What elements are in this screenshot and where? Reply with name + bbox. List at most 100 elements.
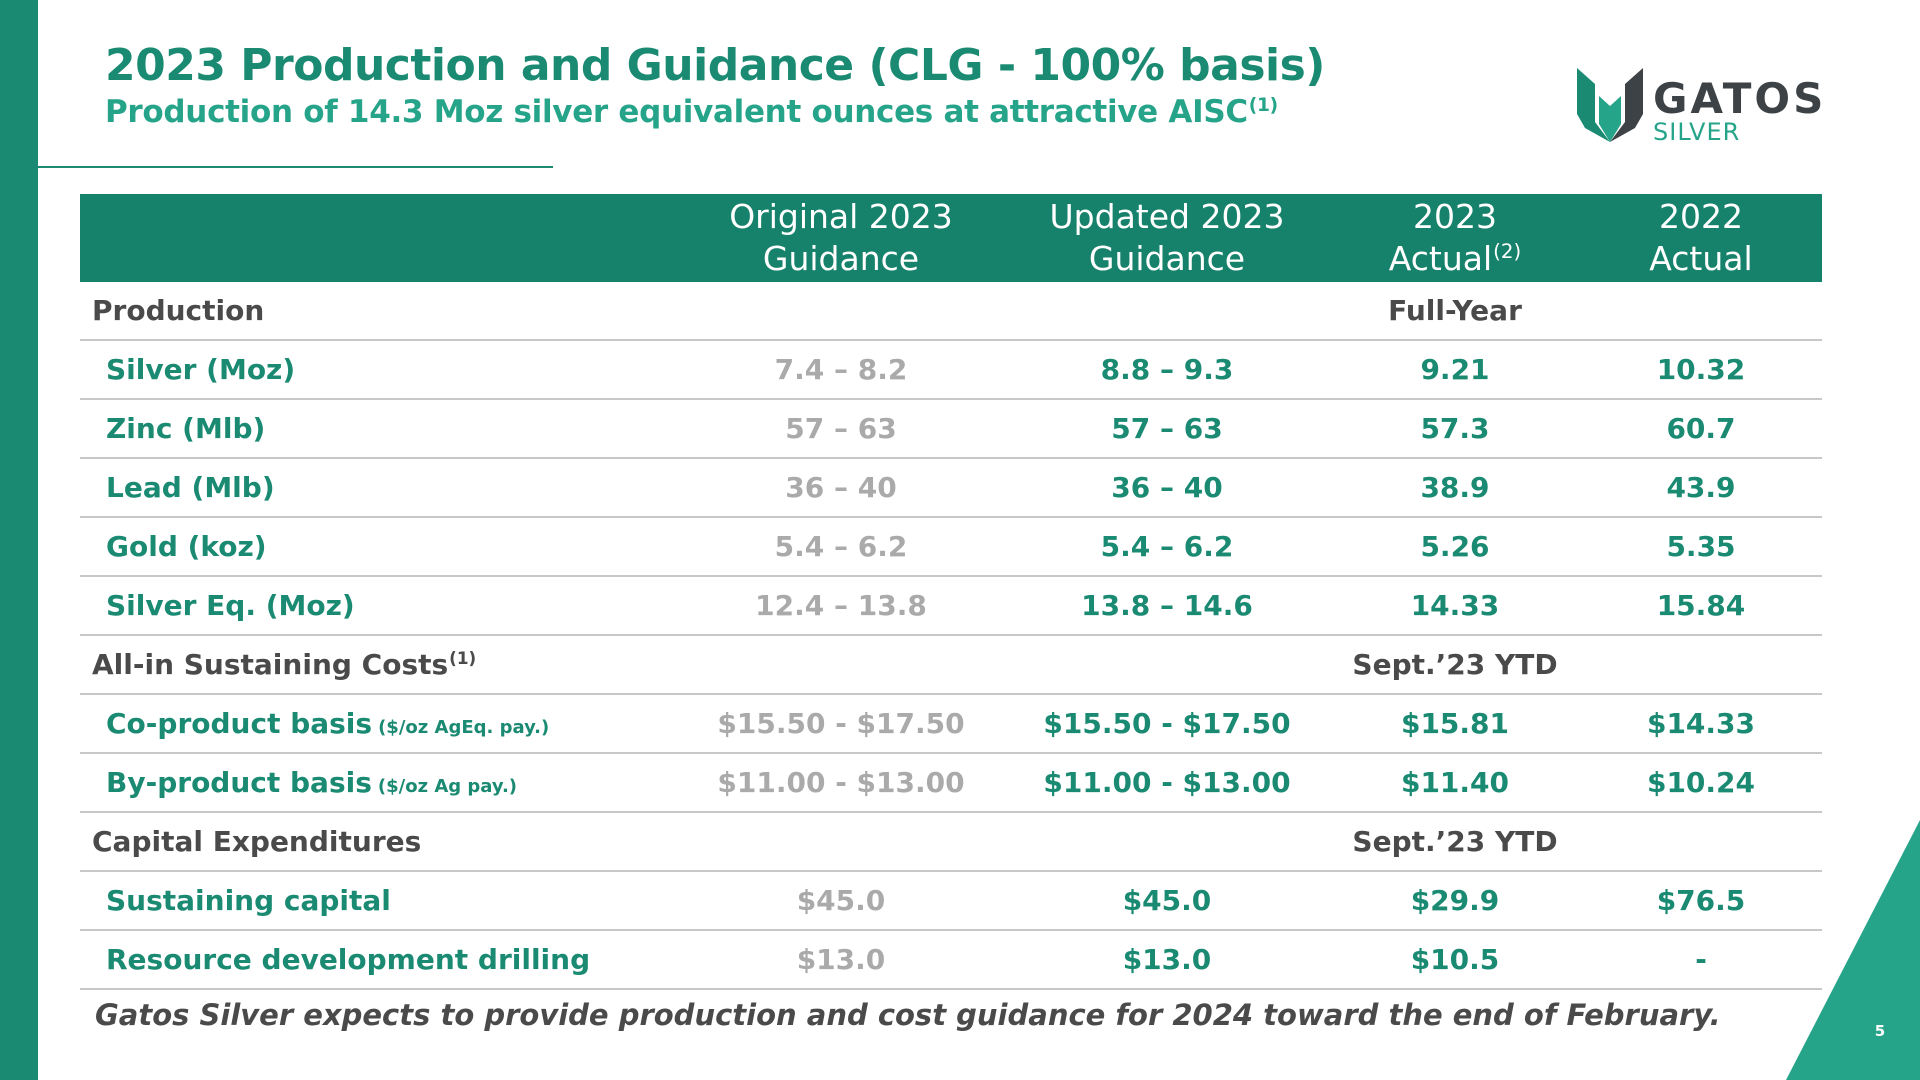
logo-mark-icon: [1577, 68, 1643, 142]
actual-2023-cell: $10.5: [1330, 930, 1580, 990]
row-label: Gold (koz): [80, 517, 678, 577]
empty-cell: [678, 282, 1004, 341]
updated-guidance-cell: 5.4 – 6.2: [1004, 517, 1330, 577]
section-label: All-in Sustaining Costs: [92, 648, 449, 681]
header-blank: [80, 194, 678, 282]
section-label: Capital Expenditures: [80, 812, 678, 872]
table-header-row: Original 2023 Guidance Updated 2023 Guidan…: [80, 194, 1822, 282]
actual-2023-cell: $15.81: [1330, 694, 1580, 754]
original-guidance-cell: $13.0: [678, 930, 1004, 990]
updated-guidance-cell: $11.00 - $13.00: [1004, 753, 1330, 813]
table-row: By-product basis ($/oz Ag pay.) $11.00 - …: [80, 753, 1822, 813]
header-line: Updated 2023: [1049, 197, 1285, 236]
empty-cell: [1580, 282, 1822, 341]
gatos-silver-logo: GATOS SILVER: [1575, 66, 1835, 146]
empty-cell: [1004, 812, 1330, 872]
empty-cell: [678, 812, 1004, 872]
section-footnote-ref: (1): [449, 647, 477, 668]
row-label-cell: By-product basis ($/oz Ag pay.): [80, 753, 678, 813]
empty-cell: [1580, 635, 1822, 695]
header-line: Original 2023: [729, 197, 953, 236]
empty-cell: [1004, 635, 1330, 695]
updated-guidance-cell: $15.50 - $17.50: [1004, 694, 1330, 754]
row-label: Resource development drilling: [80, 930, 678, 990]
section-label: Production: [80, 282, 678, 341]
actual-2022-cell: $10.24: [1580, 753, 1822, 813]
header-updated-guidance: Updated 2023 Guidance: [1004, 194, 1330, 282]
header-original-guidance: Original 2023 Guidance: [678, 194, 1004, 282]
section-row-capex: Capital Expenditures Sept.’23 YTD: [80, 812, 1822, 872]
page-subtitle: Production of 14.3 Moz silver equivalent…: [105, 94, 1278, 130]
table-row: Co-product basis ($/oz AgEq. pay.) $15.50…: [80, 694, 1822, 754]
original-guidance-cell: 5.4 – 6.2: [678, 517, 1004, 577]
row-unit: ($/oz Ag pay.): [377, 776, 518, 797]
row-label: Zinc (Mlb): [80, 399, 678, 459]
row-label: Silver Eq. (Moz): [80, 576, 678, 636]
actual-2022-cell: 60.7: [1580, 399, 1822, 459]
original-guidance-cell: 7.4 – 8.2: [678, 340, 1004, 400]
section-period: Sept.’23 YTD: [1330, 635, 1580, 695]
original-guidance-cell: $15.50 - $17.50: [678, 694, 1004, 754]
empty-cell: [678, 635, 1004, 695]
updated-guidance-cell: 13.8 – 14.6: [1004, 576, 1330, 636]
row-label-cell: Co-product basis ($/oz AgEq. pay.): [80, 694, 678, 754]
row-label: By-product basis: [106, 766, 372, 799]
logo-wordmark: GATOS: [1653, 74, 1827, 123]
updated-guidance-cell: $45.0: [1004, 871, 1330, 931]
original-guidance-cell: 12.4 – 13.8: [678, 576, 1004, 636]
table-row: Lead (Mlb) 36 – 40 36 – 40 38.9 43.9: [80, 458, 1822, 518]
section-row-production: Production Full-Year: [80, 282, 1822, 341]
actual-2023-cell: 14.33: [1330, 576, 1580, 636]
subtitle-footnote-ref: (1): [1248, 94, 1278, 116]
section-label-cell: All-in Sustaining Costs(1): [80, 635, 678, 695]
logo-subword: SILVER: [1653, 118, 1741, 146]
subtitle-text: Production of 14.3 Moz silver equivalent…: [105, 94, 1248, 130]
table-row: Silver Eq. (Moz) 12.4 – 13.8 13.8 – 14.6…: [80, 576, 1822, 636]
table-row: Resource development drilling $13.0 $13.…: [80, 930, 1822, 990]
table-row: Sustaining capital $45.0 $45.0 $29.9 $76…: [80, 871, 1822, 931]
empty-cell: [1580, 812, 1822, 872]
row-unit: ($/oz AgEq. pay.): [378, 717, 550, 738]
header-line: Actual: [1649, 239, 1753, 278]
row-label: Lead (Mlb): [80, 458, 678, 518]
corner-triangle-decoration: [1786, 820, 1920, 1080]
actual-2022-cell: 10.32: [1580, 340, 1822, 400]
guidance-table: Original 2023 Guidance Updated 2023 Guidan…: [80, 194, 1822, 990]
original-guidance-cell: 57 – 63: [678, 399, 1004, 459]
header-line: Guidance: [1088, 239, 1246, 278]
page-number: 5: [1874, 1022, 1886, 1040]
actual-2022-cell: 5.35: [1580, 517, 1822, 577]
page-title: 2023 Production and Guidance (CLG - 100%…: [105, 40, 1325, 91]
section-period: Sept.’23 YTD: [1330, 812, 1580, 872]
table-row: Silver (Moz) 7.4 – 8.2 8.8 – 9.3 9.21 10…: [80, 340, 1822, 400]
actual-2023-cell: 5.26: [1330, 517, 1580, 577]
updated-guidance-cell: 36 – 40: [1004, 458, 1330, 518]
section-row-aisc: All-in Sustaining Costs(1) Sept.’23 YTD: [80, 635, 1822, 695]
actual-2023-cell: 9.21: [1330, 340, 1580, 400]
actual-2022-cell: $14.33: [1580, 694, 1822, 754]
header-line: 2022: [1659, 197, 1743, 236]
actual-2023-cell: 38.9: [1330, 458, 1580, 518]
header-line: 2023: [1413, 197, 1497, 236]
header-text: Actual: [1388, 239, 1493, 278]
updated-guidance-cell: $13.0: [1004, 930, 1330, 990]
empty-cell: [1004, 282, 1330, 341]
header-line: Guidance: [762, 239, 920, 278]
actual-2022-cell: -: [1580, 930, 1822, 990]
actual-2022-cell: 43.9: [1580, 458, 1822, 518]
original-guidance-cell: $45.0: [678, 871, 1004, 931]
updated-guidance-cell: 8.8 – 9.3: [1004, 340, 1330, 400]
updated-guidance-cell: 57 – 63: [1004, 399, 1330, 459]
header-2022-actual: 2022 Actual: [1580, 194, 1822, 282]
actual-2022-cell: 15.84: [1580, 576, 1822, 636]
row-label: Co-product basis: [106, 707, 373, 740]
row-label: Silver (Moz): [80, 340, 678, 400]
header-line: Actual(2): [1330, 238, 1580, 280]
original-guidance-cell: 36 – 40: [678, 458, 1004, 518]
actual-2022-cell: $76.5: [1580, 871, 1822, 931]
left-accent-bar: [0, 0, 38, 1080]
actual-2023-cell: 57.3: [1330, 399, 1580, 459]
actual-2023-cell: $11.40: [1330, 753, 1580, 813]
header-footnote-ref: (2): [1493, 240, 1522, 263]
actual-2023-cell: $29.9: [1330, 871, 1580, 931]
